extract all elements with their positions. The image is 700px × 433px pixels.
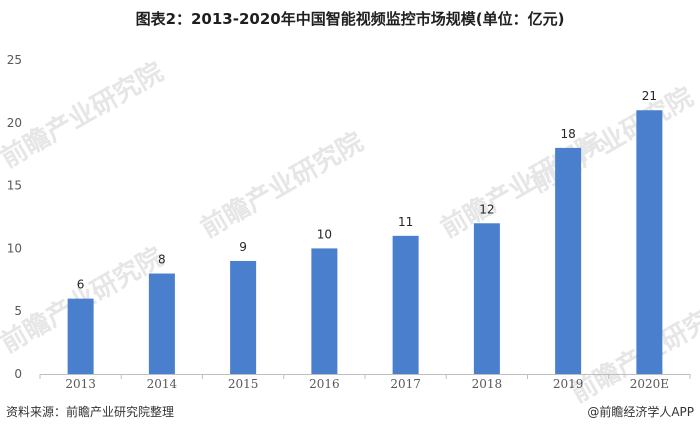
data-label: 9 bbox=[239, 240, 247, 254]
x-tick-label: 2017 bbox=[390, 377, 421, 391]
bar bbox=[67, 298, 94, 374]
bar bbox=[230, 260, 257, 374]
bar bbox=[311, 248, 338, 374]
data-label: 18 bbox=[560, 127, 575, 141]
source-note: 资料来源：前瞻产业研究院整理 bbox=[6, 405, 175, 419]
data-label: 6 bbox=[77, 278, 85, 292]
y-tick-label: 5 bbox=[14, 304, 22, 318]
data-label: 10 bbox=[317, 227, 332, 241]
bar bbox=[636, 110, 663, 375]
brand-credit: @前瞻经济学人APP bbox=[587, 405, 694, 419]
data-label: 12 bbox=[479, 202, 494, 216]
x-tick-label: 2020E bbox=[630, 377, 669, 391]
x-tick-label: 2015 bbox=[228, 377, 259, 391]
y-tick-label: 10 bbox=[7, 241, 22, 255]
bar bbox=[473, 223, 500, 374]
data-label: 11 bbox=[398, 215, 413, 229]
y-tick-label: 20 bbox=[7, 116, 22, 130]
bar bbox=[148, 273, 175, 374]
data-label: 8 bbox=[158, 253, 166, 267]
y-tick-label: 15 bbox=[7, 179, 22, 193]
x-tick-label: 2016 bbox=[309, 377, 340, 391]
y-tick-label: 0 bbox=[14, 367, 22, 381]
x-tick-label: 2013 bbox=[65, 377, 96, 391]
x-tick-label: 2014 bbox=[147, 377, 178, 391]
x-tick-label: 2019 bbox=[553, 377, 584, 391]
y-tick-label: 25 bbox=[7, 53, 22, 67]
bar bbox=[555, 147, 582, 374]
chart-title: 图表2：2013-2020年中国智能视频监控市场规模(单位：亿元) bbox=[135, 10, 565, 28]
bar bbox=[392, 235, 419, 374]
x-tick-label: 2018 bbox=[472, 377, 503, 391]
data-label: 21 bbox=[642, 89, 657, 103]
